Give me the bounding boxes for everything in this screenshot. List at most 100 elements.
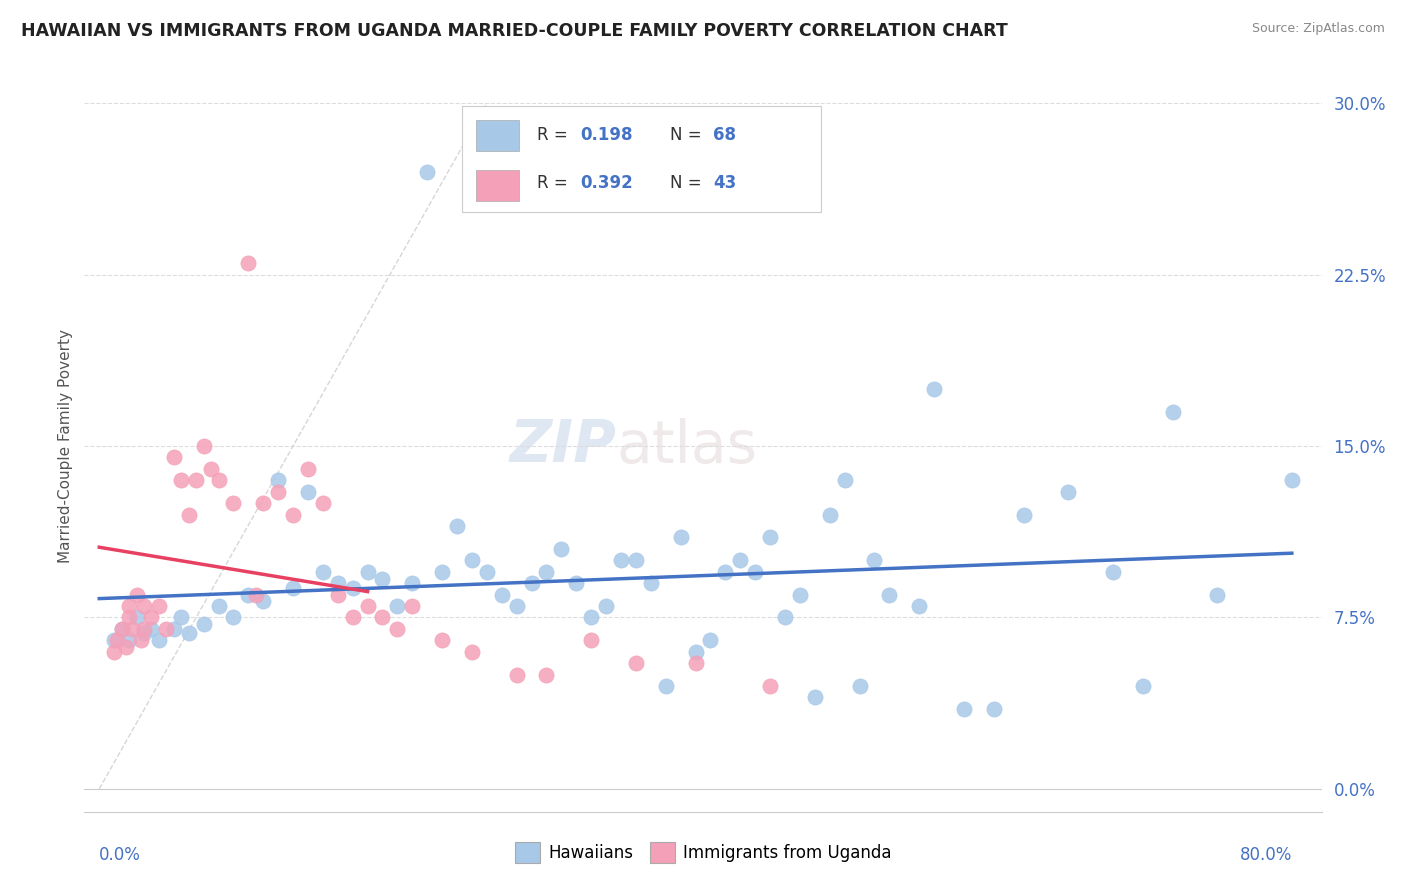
Point bbox=[252, 496, 274, 510]
Point bbox=[579, 610, 602, 624]
Point bbox=[879, 588, 901, 602]
Point bbox=[342, 581, 364, 595]
Point bbox=[401, 576, 423, 591]
Point bbox=[505, 599, 527, 613]
Point bbox=[1012, 508, 1035, 522]
Point bbox=[804, 690, 827, 705]
Point bbox=[356, 565, 378, 579]
Point bbox=[111, 622, 134, 636]
Point bbox=[654, 679, 676, 693]
Point bbox=[121, 622, 143, 636]
Point bbox=[312, 496, 335, 510]
Point bbox=[1161, 405, 1184, 419]
Point bbox=[536, 667, 558, 681]
Point bbox=[129, 633, 152, 648]
Point bbox=[818, 508, 841, 522]
Point bbox=[207, 473, 229, 487]
Point bbox=[685, 645, 707, 659]
Point bbox=[610, 553, 633, 567]
Point bbox=[125, 588, 148, 602]
Point bbox=[983, 702, 1005, 716]
Point bbox=[579, 633, 602, 648]
Point bbox=[222, 610, 245, 624]
Point bbox=[624, 553, 647, 567]
Point bbox=[461, 553, 484, 567]
Point bbox=[200, 462, 222, 476]
Point bbox=[922, 382, 945, 396]
Point bbox=[170, 610, 193, 624]
Point bbox=[342, 610, 364, 624]
Point bbox=[170, 473, 193, 487]
Point bbox=[401, 599, 423, 613]
Point bbox=[371, 610, 394, 624]
Point bbox=[624, 656, 647, 670]
Point bbox=[125, 610, 148, 624]
Point bbox=[326, 576, 349, 591]
Point bbox=[177, 508, 200, 522]
Point bbox=[207, 599, 229, 613]
Point bbox=[326, 588, 349, 602]
Point bbox=[744, 565, 766, 579]
Point bbox=[141, 610, 163, 624]
Point bbox=[111, 622, 134, 636]
Point bbox=[238, 588, 260, 602]
Point bbox=[297, 462, 319, 476]
Point bbox=[148, 633, 170, 648]
Point bbox=[222, 496, 245, 510]
Point bbox=[416, 164, 439, 178]
Point bbox=[118, 633, 141, 648]
Point bbox=[834, 473, 856, 487]
Point bbox=[520, 576, 543, 591]
Point bbox=[773, 610, 796, 624]
Point bbox=[371, 572, 394, 586]
Point bbox=[177, 626, 200, 640]
Point bbox=[193, 439, 215, 453]
Point bbox=[685, 656, 707, 670]
Point bbox=[132, 622, 155, 636]
Point bbox=[759, 679, 782, 693]
Point bbox=[141, 622, 163, 636]
Point bbox=[163, 622, 186, 636]
Point bbox=[186, 473, 208, 487]
Point bbox=[281, 581, 304, 595]
Point bbox=[461, 645, 484, 659]
Text: Source: ZipAtlas.com: Source: ZipAtlas.com bbox=[1251, 22, 1385, 36]
Point bbox=[863, 553, 886, 567]
Text: 0.0%: 0.0% bbox=[100, 846, 141, 864]
Legend: Hawaiians, Immigrants from Uganda: Hawaiians, Immigrants from Uganda bbox=[508, 836, 898, 869]
Point bbox=[908, 599, 931, 613]
Point bbox=[1102, 565, 1125, 579]
Point bbox=[1281, 473, 1303, 487]
Point bbox=[714, 565, 737, 579]
Point bbox=[430, 633, 453, 648]
Point bbox=[1057, 484, 1080, 499]
Point bbox=[536, 565, 558, 579]
Point bbox=[132, 599, 155, 613]
Point bbox=[163, 450, 186, 465]
Point bbox=[387, 599, 409, 613]
Point bbox=[148, 599, 170, 613]
Point bbox=[475, 565, 498, 579]
Point bbox=[848, 679, 870, 693]
Text: atlas: atlas bbox=[616, 417, 758, 475]
Point bbox=[252, 594, 274, 608]
Point bbox=[267, 473, 290, 487]
Point bbox=[297, 484, 319, 499]
Point bbox=[1206, 588, 1229, 602]
Point bbox=[118, 599, 141, 613]
Point bbox=[1132, 679, 1154, 693]
Point bbox=[132, 626, 155, 640]
Point bbox=[789, 588, 811, 602]
Point bbox=[730, 553, 752, 567]
Point bbox=[245, 588, 267, 602]
Point bbox=[118, 610, 141, 624]
Point bbox=[759, 530, 782, 544]
Text: 80.0%: 80.0% bbox=[1240, 846, 1292, 864]
Point bbox=[505, 667, 527, 681]
Point bbox=[387, 622, 409, 636]
Text: HAWAIIAN VS IMMIGRANTS FROM UGANDA MARRIED-COUPLE FAMILY POVERTY CORRELATION CHA: HAWAIIAN VS IMMIGRANTS FROM UGANDA MARRI… bbox=[21, 22, 1008, 40]
Point bbox=[115, 640, 138, 655]
Point bbox=[267, 484, 290, 499]
Point bbox=[699, 633, 721, 648]
Point bbox=[238, 256, 260, 270]
